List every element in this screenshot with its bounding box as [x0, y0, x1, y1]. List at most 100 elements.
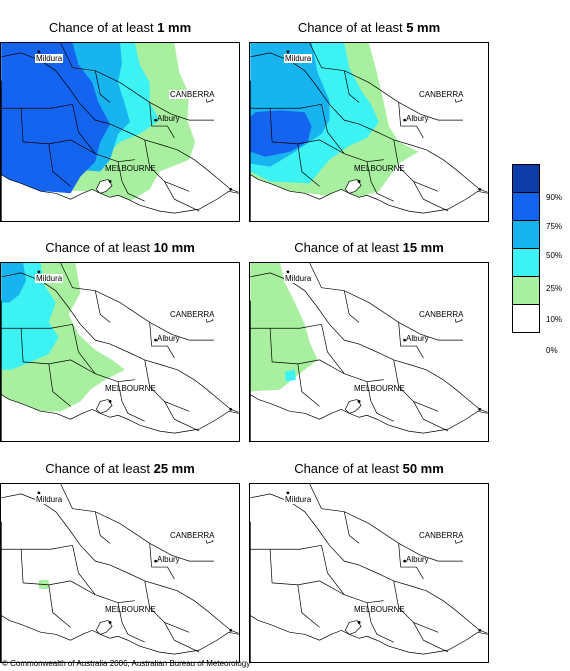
city-dot [154, 559, 157, 563]
place-label-melbourne: MELBOURNE [354, 605, 405, 614]
boundary-line [297, 363, 320, 407]
panel-title: Chance of at least 10 mm [45, 240, 195, 255]
city-dot [154, 338, 157, 342]
boundary-line [366, 161, 394, 202]
place-label-melbourne: MELBOURNE [105, 384, 156, 393]
boundary-line [250, 103, 322, 109]
boundary-line [164, 401, 200, 432]
panel-title: Chance of at least 25 mm [45, 461, 195, 476]
place-label-albury: Albury [157, 114, 180, 123]
boundary-line [250, 272, 488, 413]
place-label-canberra: CANBERRA [169, 531, 216, 540]
ocean [1, 615, 239, 662]
boundary-line [309, 263, 463, 341]
boundary-line [343, 511, 360, 544]
boundary-line [48, 363, 71, 407]
boundary-line [343, 290, 360, 323]
city-dot [478, 628, 482, 632]
boundary-line [94, 511, 111, 544]
boundary-line [60, 263, 214, 341]
boundary-line [250, 394, 488, 434]
boundary-line [1, 615, 239, 655]
city-dot [229, 187, 233, 191]
boundary-line [413, 622, 449, 653]
place-label-mildura: Mildura [284, 274, 313, 283]
port-phillip-bay [95, 399, 113, 414]
boundary-line [393, 580, 439, 633]
legend-box-50 [512, 220, 540, 249]
legend-box-10 [512, 276, 540, 305]
boundary-line [48, 584, 71, 628]
boundary-line [321, 324, 384, 383]
city-dot [286, 270, 290, 274]
place-label-albury: Albury [406, 334, 429, 343]
boundary-line [250, 174, 488, 214]
boundary-line [1, 544, 73, 550]
legend-label-90: 90% [546, 193, 563, 202]
city-dot [108, 180, 112, 183]
map-canvas [1, 263, 239, 441]
place-label-mildura: Mildura [35, 274, 64, 283]
place-label-mildura: Mildura [284, 495, 313, 504]
city-dot [403, 338, 406, 342]
map-15mm: Mildura CANBERRA Albury MELBOURNE [249, 262, 489, 442]
city-dot [478, 407, 482, 411]
boundary-line [269, 328, 345, 375]
boundary-line [398, 543, 424, 580]
boundary-line [164, 181, 200, 212]
boundary-line [1, 52, 239, 193]
panel-title: Chance of at least 5 mm [297, 20, 441, 35]
boundary-line [250, 544, 322, 550]
legend-box-75 [512, 192, 540, 221]
boundary-line [366, 381, 394, 422]
city-dot [37, 50, 41, 54]
boundary-line [164, 622, 200, 653]
boundary-line [149, 322, 175, 359]
panel-title: Chance of at least 15 mm [294, 240, 444, 255]
boundary-line [398, 322, 424, 359]
place-label-mildura: Mildura [35, 54, 64, 63]
boundary-line [413, 401, 449, 432]
place-label-melbourne: MELBOURNE [354, 164, 405, 173]
city-dot [154, 118, 157, 122]
place-label-canberra: CANBERRA [418, 310, 465, 319]
city-dot [108, 621, 112, 624]
boundary-line [366, 602, 394, 643]
boundary-line [144, 139, 190, 192]
ocean [250, 615, 488, 662]
city-dot [403, 559, 406, 563]
city-dot [357, 400, 361, 403]
boundary-line [149, 543, 175, 580]
place-label-canberra: CANBERRA [169, 90, 216, 99]
map-10mm: Mildura CANBERRA Albury MELBOURNE [0, 262, 240, 442]
ocean [250, 394, 488, 441]
port-phillip-bay [95, 620, 113, 635]
boundary-line [297, 584, 320, 628]
legend-box-25 [512, 248, 540, 277]
boundary-line [1, 493, 239, 634]
ocean [1, 394, 239, 441]
city-dot [229, 407, 233, 411]
place-label-albury: Albury [406, 114, 429, 123]
boundary-line [309, 484, 463, 562]
map-1mm: Mildura CANBERRA Albury MELBOURNE [0, 42, 240, 222]
boundary-line [393, 139, 439, 192]
legend-box-90 [512, 164, 540, 193]
city-dot [108, 400, 112, 403]
boundary-line [144, 359, 190, 412]
boundary-line [144, 580, 190, 633]
place-label-mildura: Mildura [35, 495, 64, 504]
place-label-canberra: CANBERRA [418, 90, 465, 99]
place-label-melbourne: MELBOURNE [105, 164, 156, 173]
port-phillip-bay [344, 179, 362, 194]
legend-label-25: 25% [546, 284, 563, 293]
ocean [1, 174, 239, 221]
boundary-line [117, 602, 145, 643]
city-dot [403, 118, 406, 122]
boundary-line [269, 108, 345, 155]
boundary-line [48, 143, 71, 187]
boundary-line [250, 493, 488, 634]
map-canvas [1, 484, 239, 662]
legend-label-75: 75% [546, 222, 563, 231]
port-phillip-bay [344, 399, 362, 414]
